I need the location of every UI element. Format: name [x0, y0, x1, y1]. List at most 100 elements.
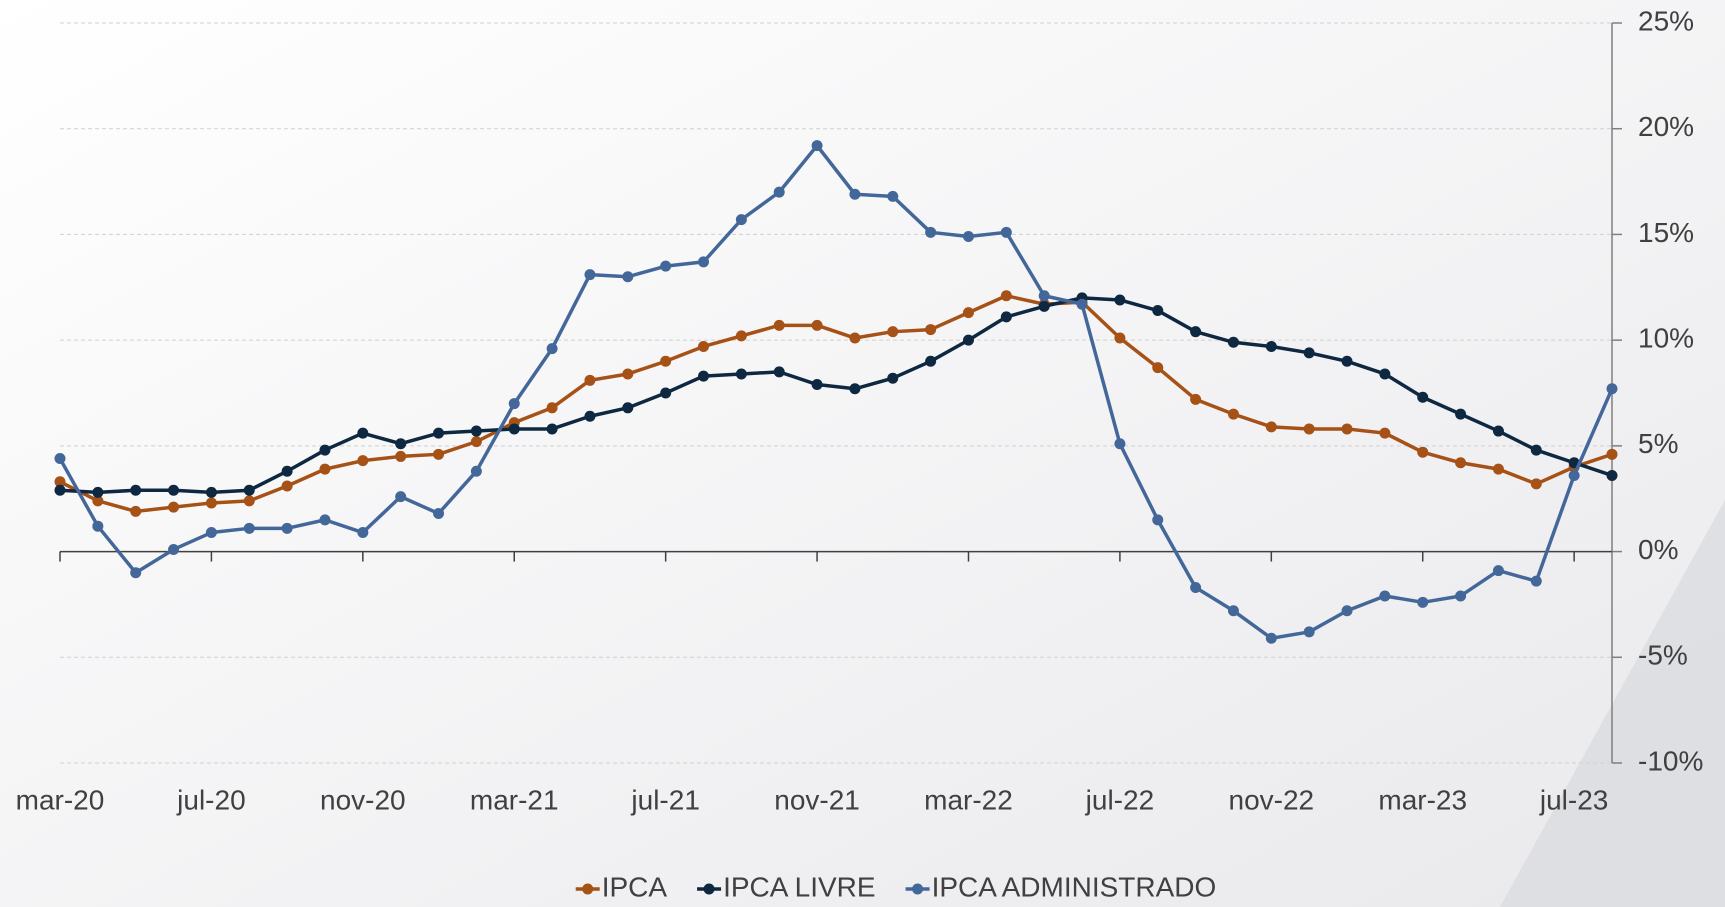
data-point	[925, 355, 937, 367]
data-point	[962, 231, 974, 243]
data-point	[130, 505, 142, 517]
data-point	[168, 501, 180, 513]
data-point	[622, 402, 634, 414]
data-point	[357, 427, 369, 439]
data-point	[470, 425, 482, 437]
y-tick-label: 15%	[1638, 217, 1694, 248]
data-point	[546, 343, 558, 355]
data-point	[1568, 469, 1580, 481]
data-point	[433, 448, 445, 460]
data-point	[622, 271, 634, 283]
data-point	[508, 398, 520, 410]
data-point	[925, 226, 937, 238]
data-point	[925, 324, 937, 336]
data-point	[1492, 425, 1504, 437]
data-point	[546, 423, 558, 435]
data-point	[54, 476, 66, 488]
data-point	[1265, 632, 1277, 644]
data-point	[849, 188, 861, 200]
data-point	[1000, 290, 1012, 302]
data-point	[357, 455, 369, 467]
x-tick-label: mar-21	[470, 784, 559, 815]
data-point	[811, 140, 823, 152]
data-point	[962, 334, 974, 346]
data-point	[1000, 311, 1012, 323]
data-point	[698, 256, 710, 268]
data-point	[243, 522, 255, 534]
data-point	[1492, 463, 1504, 475]
data-point	[584, 269, 596, 281]
data-point	[168, 484, 180, 496]
legend-item: IPCA LIVRE	[697, 871, 876, 902]
data-point	[243, 495, 255, 507]
data-point	[205, 527, 217, 539]
x-tick-label: mar-22	[924, 784, 1013, 815]
x-tick-label: jul-22	[1085, 784, 1154, 815]
data-point	[1606, 383, 1618, 395]
data-point	[1417, 391, 1429, 403]
x-tick-label: jul-23	[1539, 784, 1608, 815]
data-point	[660, 387, 672, 399]
data-point	[130, 484, 142, 496]
data-point	[1341, 605, 1353, 617]
data-point	[546, 402, 558, 414]
legend-item: IPCA ADMINISTRADO	[905, 871, 1217, 902]
data-point	[1530, 478, 1542, 490]
data-point	[508, 423, 520, 435]
data-point	[205, 486, 217, 498]
data-point	[54, 484, 66, 496]
data-point	[1455, 408, 1467, 420]
data-point	[319, 463, 331, 475]
data-point	[395, 491, 407, 503]
data-point	[130, 567, 142, 579]
data-point	[319, 444, 331, 456]
data-point	[54, 453, 66, 465]
data-point	[962, 307, 974, 319]
data-point	[281, 465, 293, 477]
legend-marker	[912, 883, 924, 895]
data-point	[622, 368, 634, 380]
x-tick-label: jul-21	[630, 784, 699, 815]
data-point	[92, 486, 104, 498]
data-point	[1455, 457, 1467, 469]
data-point	[1303, 626, 1315, 638]
data-point	[735, 330, 747, 342]
data-point	[1152, 305, 1164, 317]
data-point	[1190, 582, 1202, 594]
y-tick-label: 10%	[1638, 323, 1694, 354]
data-point	[281, 522, 293, 534]
data-point	[1341, 423, 1353, 435]
data-point	[243, 484, 255, 496]
data-point	[1530, 444, 1542, 456]
data-point	[1038, 300, 1050, 312]
data-point	[849, 332, 861, 344]
data-point	[584, 374, 596, 386]
series-line	[58, 143, 1614, 641]
data-point	[1303, 347, 1315, 359]
data-point	[660, 355, 672, 367]
data-point	[1606, 469, 1618, 481]
data-point	[1227, 408, 1239, 420]
data-point	[811, 379, 823, 391]
data-point	[357, 527, 369, 539]
data-point	[1379, 590, 1391, 602]
y-tick-label: 25%	[1638, 5, 1694, 36]
y-tick-label: -10%	[1638, 745, 1703, 776]
x-tick-label: mar-20	[16, 784, 105, 815]
data-point	[735, 214, 747, 226]
data-point	[1114, 294, 1126, 306]
data-point	[205, 497, 217, 509]
data-point	[1379, 427, 1391, 439]
legend: IPCA IPCA LIVRE IPCA ADMINISTRADO	[575, 871, 1217, 902]
legend-label: IPCA ADMINISTRADO	[932, 871, 1217, 902]
data-point	[1114, 332, 1126, 344]
data-point	[1000, 226, 1012, 238]
data-point	[773, 366, 785, 378]
x-tick-label: jul-20	[176, 784, 245, 815]
data-point	[1455, 590, 1467, 602]
data-point	[470, 436, 482, 448]
data-point	[433, 508, 445, 520]
data-point	[773, 186, 785, 198]
data-point	[168, 543, 180, 555]
